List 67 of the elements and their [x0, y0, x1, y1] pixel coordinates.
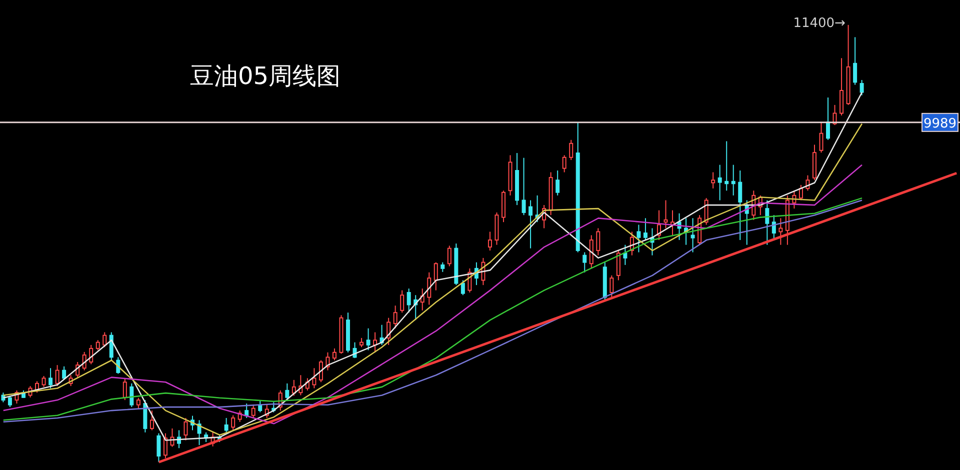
candlestick — [109, 332, 114, 361]
candlestick — [798, 184, 803, 201]
candlestick — [393, 305, 398, 329]
candlestick — [623, 244, 628, 266]
candlestick — [332, 348, 336, 361]
candlestick — [765, 200, 770, 246]
text: 豆油05周线图 — [190, 61, 341, 92]
candlestick — [400, 290, 404, 314]
candlestick — [778, 218, 783, 246]
candlestick — [447, 245, 452, 267]
candlestick — [360, 337, 364, 348]
candlestick — [251, 404, 256, 418]
candlestick — [170, 428, 174, 448]
candlestick — [440, 262, 445, 272]
candlestick — [231, 414, 236, 431]
candlestick — [122, 378, 127, 401]
candlestick — [8, 395, 12, 408]
candlestick — [636, 224, 641, 253]
candlestick — [718, 164, 722, 201]
candlestick — [434, 262, 438, 291]
annotation: 11400→ — [793, 16, 846, 31]
candlestick — [556, 170, 560, 196]
annotation: 9989 — [923, 116, 957, 132]
candlestick — [738, 170, 742, 241]
candlestick — [312, 368, 316, 389]
candlestick — [55, 364, 60, 387]
candlestick — [840, 58, 844, 116]
candlestick — [96, 340, 100, 351]
candlestick — [664, 200, 668, 229]
candlestick — [89, 344, 94, 365]
candlestick — [197, 420, 202, 446]
candlestick — [589, 234, 594, 269]
candlestick — [224, 417, 228, 433]
candlestick — [711, 172, 716, 189]
candlestick — [130, 382, 134, 408]
candlestick — [860, 80, 864, 96]
candlestick — [42, 376, 46, 388]
candlestick — [690, 218, 695, 253]
candlestick — [427, 272, 432, 306]
candlestick — [724, 140, 729, 192]
candlestick — [386, 317, 391, 346]
candlestick — [285, 382, 290, 401]
candlestick — [522, 157, 526, 216]
candlestick — [460, 280, 465, 296]
candlestick — [569, 139, 574, 161]
candlestick — [616, 250, 620, 281]
candlestick — [48, 368, 53, 389]
candlestick — [136, 397, 140, 409]
candlestick — [488, 231, 492, 252]
candlestick — [819, 121, 824, 154]
candlestick — [528, 200, 533, 249]
candlestick — [853, 36, 858, 86]
candlestick — [643, 218, 648, 241]
candlestick — [596, 228, 600, 256]
candlestick — [610, 274, 614, 298]
candlestick — [102, 332, 107, 348]
candlestick — [156, 432, 161, 463]
candlestick — [184, 417, 188, 441]
candlestick — [562, 154, 566, 173]
candlestick — [373, 332, 378, 353]
candlestick — [150, 410, 154, 431]
candlestick — [826, 97, 830, 140]
candlestick — [366, 328, 370, 351]
candlestick — [582, 252, 587, 273]
candlestick — [406, 288, 411, 314]
candlestick — [176, 430, 181, 449]
candlestick — [731, 164, 736, 196]
